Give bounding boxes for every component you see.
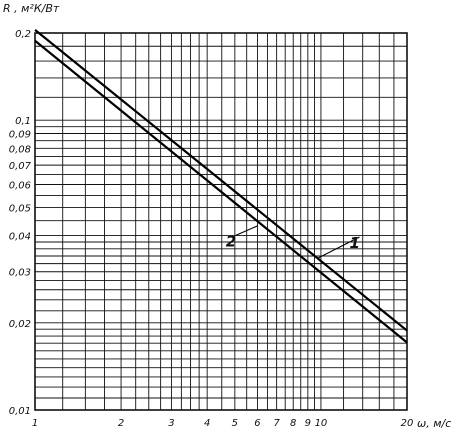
y-tick-label: 0,02 [9, 319, 31, 330]
x-tick-labels: 1 2 3 4 5 6 7 8 9 10 20 [32, 418, 414, 429]
x-tick-label: 7 [273, 418, 280, 429]
x-tick-label: 1 [32, 418, 38, 429]
y-axis-label: R , м²К/Вт [3, 2, 60, 15]
series-group [34, 29, 408, 344]
x-tick-label: 10 [315, 418, 328, 429]
x-tick-label: 6 [254, 418, 260, 429]
y-tick-label: 0,04 [9, 232, 31, 243]
x-tick-label: 8 [290, 418, 296, 429]
x-tick-label: 5 [232, 418, 238, 429]
y-tick-label: 0,08 [9, 144, 31, 155]
x-tick-label: 9 [305, 418, 311, 429]
plot-frame [34, 32, 408, 411]
y-tick-label: 0,01 [9, 406, 31, 417]
grid [34, 32, 408, 411]
x-tick-label: 20 [401, 418, 414, 429]
x-axis-label: ω, м/с [417, 417, 451, 430]
y-tick-label: 0,2 [15, 29, 31, 40]
curve-label-2: 2 [226, 232, 236, 250]
curve-leader-1 [318, 236, 360, 259]
y-tick-label: 0,03 [9, 268, 31, 279]
series-line-2 [34, 39, 408, 344]
y-tick-label: 0,06 [9, 181, 31, 192]
x-tick-label: 2 [118, 418, 124, 429]
y-tick-label: 0,07 [9, 161, 32, 172]
y-tick-labels: 0,2 0,1 0,09 0,08 0,07 0,06 0,05 0,04 0,03 0,02 0,… [9, 29, 32, 417]
x-tick-label: 4 [204, 418, 210, 429]
y-tick-label: 0,1 [15, 116, 31, 127]
x-tick-label: 3 [168, 418, 174, 429]
y-tick-label: 0,05 [9, 203, 31, 214]
series-line-1 [34, 29, 408, 332]
curve-leader-2 [235, 225, 258, 236]
curve-label-1: 1 [350, 234, 360, 252]
y-tick-label: 0,09 [9, 129, 31, 140]
